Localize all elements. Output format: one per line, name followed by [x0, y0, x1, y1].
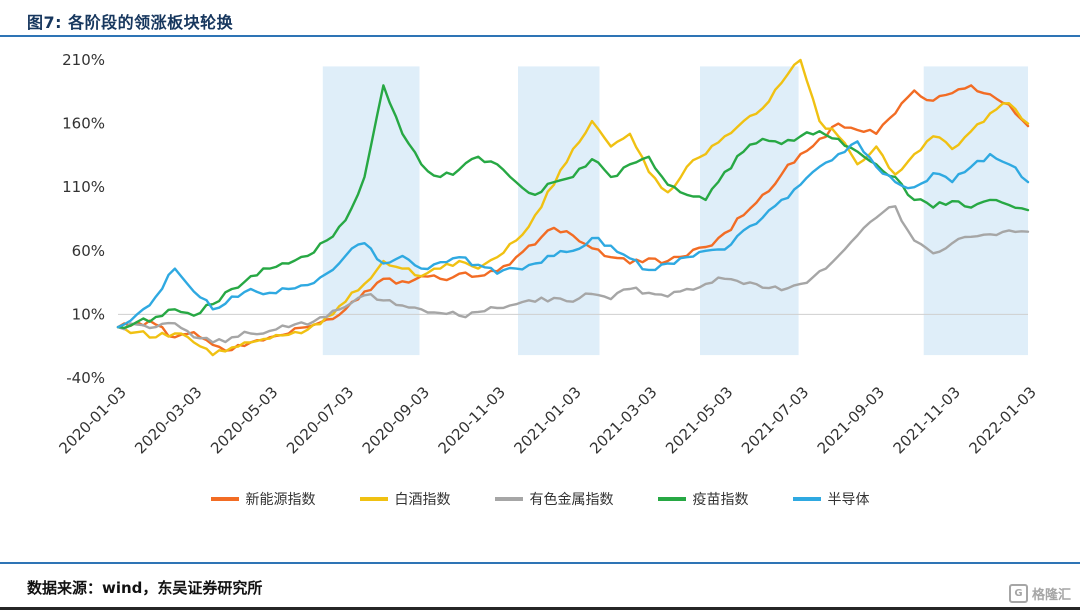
legend-label: 新能源指数	[245, 492, 316, 508]
legend-label: 有色金属指数	[529, 492, 614, 508]
legend-label: 疫苗指数	[692, 492, 749, 508]
svg-text:110%: 110%	[62, 178, 105, 196]
svg-text:2020-05-03: 2020-05-03	[207, 383, 281, 457]
svg-text:-40%: -40%	[66, 369, 105, 387]
legend-item: 白酒指数	[359, 489, 451, 509]
legend-item: 半导体	[792, 489, 870, 509]
top-rule	[0, 35, 1080, 37]
legend-swatch	[792, 497, 821, 501]
svg-text:60%: 60%	[72, 242, 105, 260]
legend-swatch	[657, 497, 686, 501]
figure-title: 图7: 各阶段的领涨板块轮换	[27, 13, 234, 32]
svg-text:2020-01-03: 2020-01-03	[55, 383, 129, 457]
legend-swatch	[210, 497, 239, 501]
svg-text:160%: 160%	[62, 115, 105, 133]
svg-text:210%: 210%	[62, 51, 105, 69]
legend-label: 白酒指数	[394, 492, 451, 508]
legend-item: 有色金属指数	[494, 489, 614, 509]
legend-swatch	[494, 497, 523, 501]
chart-canvas: -40% 10% 60% 110% 160% 210% 2020-01-03 2020-03-…	[55, 51, 1039, 457]
legend-swatch	[359, 497, 388, 501]
gelonghui-logo-icon: G	[1008, 584, 1028, 603]
svg-text:2021-05-03: 2021-05-03	[662, 383, 736, 457]
svg-text:2020-11-03: 2020-11-03	[435, 383, 509, 457]
bottom-rule	[0, 562, 1080, 564]
svg-text:2020-09-03: 2020-09-03	[359, 383, 433, 457]
legend-item: 疫苗指数	[657, 489, 749, 509]
legend-item: 新能源指数	[210, 489, 316, 509]
gelonghui-logo: G 格隆汇	[1008, 584, 1071, 603]
svg-text:2021-11-03: 2021-11-03	[890, 383, 964, 457]
svg-text:2021-09-03: 2021-09-03	[814, 383, 888, 457]
source-text: 数据来源：wind，东吴证券研究所	[27, 579, 263, 597]
svg-text:2022-01-03: 2022-01-03	[965, 383, 1039, 457]
svg-text:2021-01-03: 2021-01-03	[510, 383, 584, 457]
svg-text:10%: 10%	[72, 305, 105, 323]
gelonghui-logo-text: 格隆汇	[1031, 588, 1071, 603]
svg-text:2020-03-03: 2020-03-03	[131, 383, 205, 457]
chart-legend: 新能源指数 白酒指数 有色金属指数 疫苗指数 半导体	[0, 489, 1080, 509]
svg-text:2021-07-03: 2021-07-03	[738, 383, 812, 457]
svg-text:2020-07-03: 2020-07-03	[283, 383, 357, 457]
svg-text:2021-03-03: 2021-03-03	[586, 383, 660, 457]
bottom-border	[0, 607, 1080, 610]
legend-label: 半导体	[827, 492, 870, 508]
